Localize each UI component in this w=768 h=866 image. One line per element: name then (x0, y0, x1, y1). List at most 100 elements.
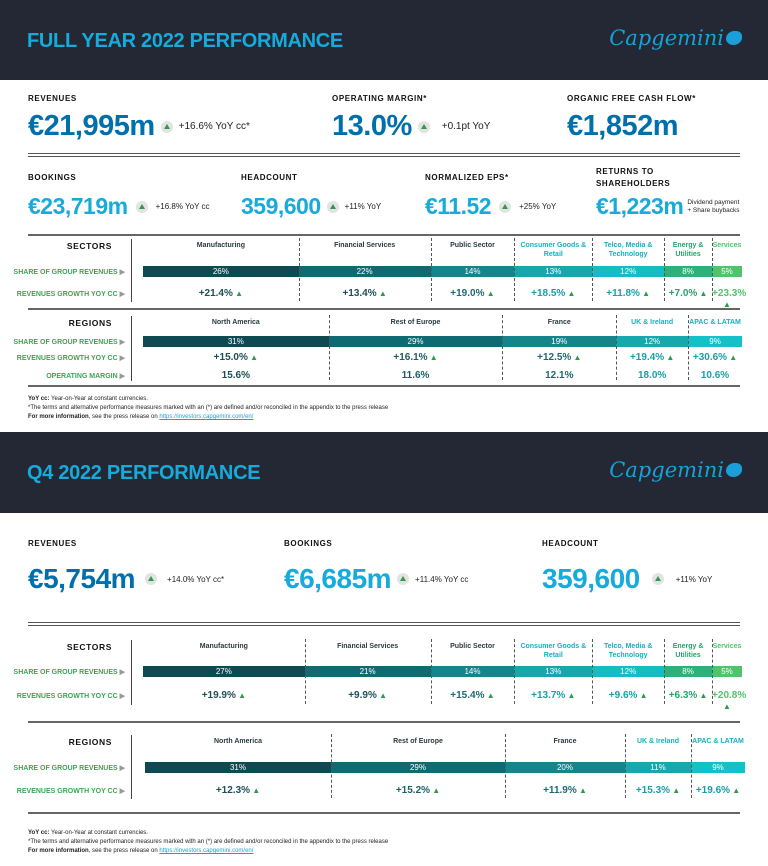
kpi-change: +11% YoY (344, 202, 382, 211)
table-heading: SECTORS (66, 241, 112, 251)
investors-link[interactable]: https://investors.capgemini.com/en/ (159, 414, 254, 420)
row-label: SHARE OF GROUP REVENUES (0, 338, 125, 346)
column-header: France (553, 738, 577, 745)
growth-text: +7.0% (668, 288, 698, 299)
table-heading: SECTORS (66, 642, 112, 652)
up-arrow-icon (135, 200, 148, 213)
table-heading: REGIONS (68, 737, 112, 747)
share-bar-segment: 31% (145, 762, 331, 773)
divider (28, 812, 740, 814)
vertical-rule (131, 735, 132, 799)
growth-text: +12.3% (215, 785, 251, 796)
fy-footnotes: YoY cc: Year-on-Year at constant currenc… (28, 395, 388, 422)
share-bar-segment: 12% (592, 266, 665, 277)
column-divider (328, 315, 330, 380)
up-arrow-icon: ▲ (571, 353, 582, 362)
column-header: Manufacturing (196, 242, 245, 249)
capgemini-logo: Capgemini (609, 26, 742, 50)
growth-text: +15.0% (213, 352, 248, 363)
share-bar-segment: 19% (502, 336, 617, 347)
column-divider (664, 639, 666, 704)
share-bar-segment: 13% (514, 266, 593, 277)
row-label: SHARE OF GROUP REVENUES (0, 668, 125, 676)
spade-icon (726, 31, 742, 45)
kpi-operating-margin: 13.0% +0.1pt YoY (332, 110, 490, 143)
growth-text: +11.8% (606, 288, 640, 299)
column-header: APAC & LATAM (689, 319, 741, 326)
growth-value: +21.4% ▲ (143, 288, 299, 299)
kpi-change: +11% YoY (675, 574, 713, 584)
vertical-rule (131, 640, 132, 705)
kpi-label: BOOKINGS (28, 173, 77, 182)
up-arrow-icon: ▲ (430, 786, 441, 795)
footnote-label: YoY cc: (28, 830, 50, 836)
logo-text: Capgemini (609, 458, 724, 482)
footnote-text: Year-on-Year at constant currencies. (49, 396, 148, 402)
share-bar-segment: 8% (664, 266, 713, 277)
vertical-rule (131, 239, 132, 302)
column-divider (430, 238, 432, 301)
column-header: Rest of Europe (390, 319, 441, 326)
growth-text: +19.0% (450, 288, 485, 299)
up-arrow-icon (397, 573, 410, 585)
q4-header: Q4 2022 PERFORMANCE Capgemini (0, 432, 768, 513)
growth-text: +19.9% (201, 690, 236, 701)
kpi-change: Dividend payment + Share buybacks (687, 198, 740, 214)
column-divider (502, 315, 504, 380)
column-header: Public Sector (450, 643, 495, 650)
share-bar-segment: 13% (514, 666, 593, 677)
up-arrow-icon: ▲ (427, 353, 438, 362)
row-label: REVENUES GROWTH YOY CC (0, 787, 125, 795)
column-header: Energy & Utilities (672, 242, 704, 258)
kpi-value: €1,223m (596, 193, 684, 219)
kpi-value: 359,600 (542, 563, 640, 594)
column-divider (691, 734, 692, 798)
growth-value: +12.3% ▲ (145, 785, 331, 796)
column-divider (712, 238, 714, 301)
growth-value: +19.4% ▲ (616, 352, 688, 363)
share-bar-segment: 31% (143, 336, 329, 347)
kpi-value: €5,754m (28, 563, 136, 594)
table-heading: REGIONS (68, 318, 112, 328)
kpi-change: +0.1pt YoY (441, 121, 491, 132)
kpi-value: €6,685m (284, 563, 392, 594)
growth-text: +11.9% (543, 785, 577, 796)
footnote-terms: *The terms and alternative performance m… (28, 405, 389, 411)
growth-text: +19.6% (695, 785, 731, 796)
column-divider (625, 734, 626, 798)
kpi-headcount: 359,600 +11% YoY (241, 193, 381, 220)
kpi-eps: €11.52 +25% YoY (425, 193, 556, 220)
investors-link[interactable]: https://investors.capgemini.com/en/ (159, 848, 254, 854)
growth-text: +18.5% (531, 288, 566, 299)
kpi-value: 359,600 (241, 193, 321, 219)
footnote-label: For more information (28, 414, 89, 420)
column-header: APAC & LATAM (692, 738, 744, 745)
growth-value: +15.2% ▲ (331, 785, 505, 796)
growth-text: +12.5% (537, 352, 572, 363)
growth-value: +11.9% ▲ (505, 785, 625, 796)
footnote-text: Year-on-Year at constant currencies. (49, 830, 148, 836)
up-arrow-icon: ▲ (565, 289, 576, 298)
row-label: OPERATING MARGIN (0, 372, 125, 380)
spade-icon (726, 463, 742, 477)
row-label: REVENUES GROWTH YOY CC (0, 290, 125, 298)
kpi-label: HEADCOUNT (241, 173, 298, 182)
growth-value: +9.9% ▲ (305, 690, 431, 701)
growth-value: +19.9% ▲ (143, 690, 305, 701)
share-bar-segment: 29% (331, 762, 505, 773)
growth-value: +13.4% ▲ (299, 288, 431, 299)
kpi-value: 13.0% (332, 110, 412, 142)
column-header: Telco, Media & Technology (603, 643, 653, 659)
up-arrow-icon (499, 200, 512, 213)
kpi-label: NORMALIZED EPS* (425, 173, 509, 182)
up-arrow-icon: ▲ (664, 353, 675, 362)
up-arrow-icon: ▲ (697, 691, 708, 700)
column-divider (505, 734, 506, 798)
growth-text: +13.7% (531, 690, 566, 701)
operating-margin-value: 15.6% (221, 370, 251, 381)
column-header: Financial Services (337, 643, 399, 650)
kpi-revenues: €21,995m +16.6% YoY cc* (28, 110, 250, 143)
q4-footnotes: YoY cc: Year-on-Year at constant currenc… (28, 829, 388, 856)
divider (28, 385, 740, 387)
column-header: Services (712, 242, 742, 249)
